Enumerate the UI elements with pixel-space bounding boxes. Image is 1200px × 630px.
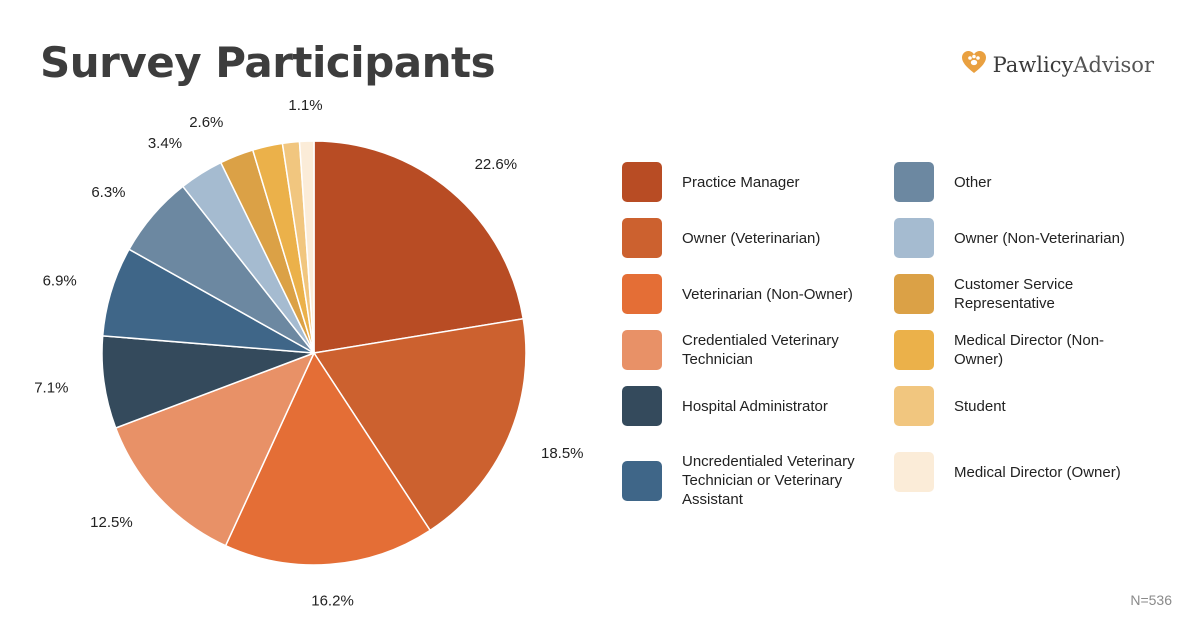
legend-swatch [622, 330, 662, 370]
legend-swatch [894, 218, 934, 258]
sample-size-note: N=536 [1130, 592, 1172, 608]
legend-label: Veterinarian (Non-Owner) [682, 285, 853, 303]
legend-item: Veterinarian (Non-Owner) [622, 274, 892, 314]
legend-swatch [894, 452, 934, 492]
pie-slice-12 [298, 140, 315, 354]
pie-slice-2 [312, 317, 527, 532]
legend-label: Credentialed Veterinary Technician [682, 332, 839, 368]
pie-data-label: 12.5% [90, 514, 133, 531]
legend-swatch [894, 274, 934, 314]
legend-label: Uncredentialed Veterinary Technician or … [682, 453, 855, 508]
brand-logo[interactable]: PawlicyAdvisor [961, 50, 1154, 79]
legend-label: Practice Manager [682, 173, 800, 191]
legend-swatch [622, 274, 662, 314]
legend-swatch [622, 218, 662, 258]
pie-data-label: 3.4% [148, 135, 182, 152]
chart-legend: Practice Manager Owner (Veterinarian) Vete… [622, 162, 1182, 508]
legend-swatch [622, 162, 662, 202]
legend-item: Uncredentialed Veterinary Technician or … [622, 452, 892, 509]
legend-label: Medical Director (Owner) [954, 463, 1121, 481]
legend-label: Hospital Administrator [682, 397, 828, 415]
heart-paw-icon [961, 50, 987, 79]
pie-slice-4 [114, 351, 316, 547]
legend-item: Other [894, 162, 1164, 202]
pie-data-label: 18.5% [541, 445, 584, 462]
pie-data-label: 22.6% [475, 156, 518, 173]
brand-name: PawlicyAdvisor [992, 52, 1154, 77]
pie-data-label: 16.2% [311, 592, 354, 609]
legend-swatch [622, 460, 662, 501]
pie-data-label: 2.6% [189, 114, 223, 131]
legend-item: Owner (Veterinarian) [622, 218, 892, 258]
pie-data-label: 6.9% [43, 273, 77, 290]
pie-data-label: 7.1% [34, 380, 68, 397]
legend-swatch [894, 162, 934, 202]
legend-swatch [894, 386, 934, 426]
pie-data-label: 6.3% [91, 184, 125, 201]
pie-slice-3 [224, 351, 432, 566]
legend-label: Owner (Veterinarian) [682, 229, 821, 247]
legend-label: Medical Director (Non-Owner) [954, 332, 1105, 368]
pie-data-label: 1.1% [288, 97, 322, 114]
legend-swatch [894, 330, 934, 370]
legend-item: Hospital Administrator [622, 386, 892, 426]
legend-label: Owner (Non-Veterinarian) [954, 229, 1125, 247]
legend-label: Student [954, 397, 1006, 415]
legend-swatch [622, 386, 662, 426]
legend-item: Customer Service Representative [894, 274, 1164, 314]
legend-item: Medical Director (Owner) [894, 452, 1164, 492]
legend-item: Medical Director (Non-Owner) [894, 330, 1164, 370]
legend-item: Student [894, 386, 1164, 426]
legend-item: Owner (Non-Veterinarian) [894, 218, 1164, 258]
legend-label: Customer Service Representative [954, 276, 1074, 312]
pie-slice-1 [313, 140, 525, 354]
legend-item: Practice Manager [622, 162, 892, 202]
page-title: Survey Participants [40, 38, 496, 87]
legend-item: Credentialed Veterinary Technician [622, 330, 892, 370]
legend-label: Other [954, 173, 992, 191]
